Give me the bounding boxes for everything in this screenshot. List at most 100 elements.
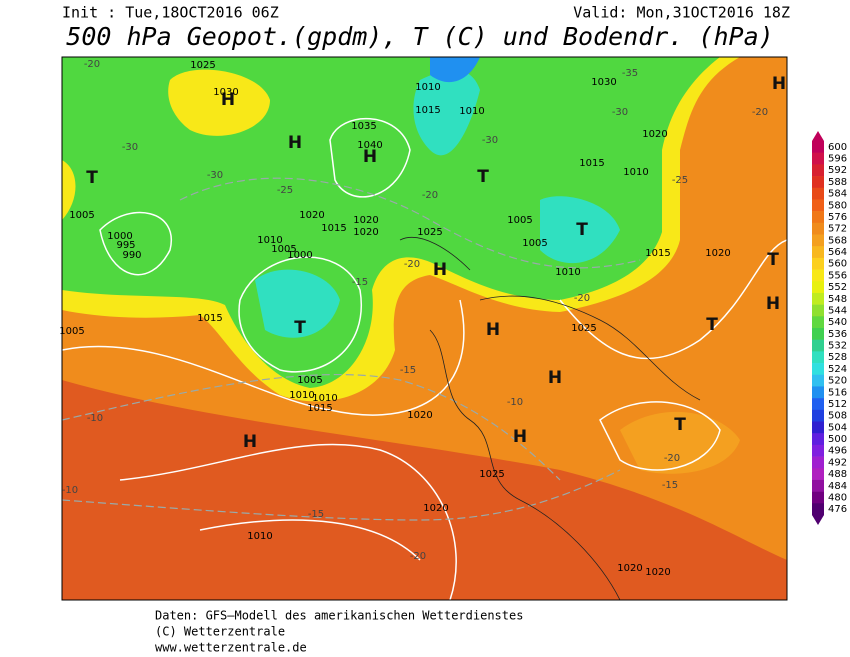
colorbar-swatch	[812, 164, 824, 177]
isobar-label: 1005	[271, 244, 296, 255]
colorbar-label: 508	[828, 411, 847, 422]
isobar-label: 990	[122, 250, 141, 261]
colorbar-swatch	[812, 363, 824, 376]
isobar-label: 1015	[321, 223, 346, 234]
warm-region	[62, 380, 787, 600]
colorbar-swatch	[812, 351, 824, 364]
pressure-center: T	[477, 167, 489, 187]
isobar-label: 1015	[645, 248, 670, 259]
isotherm-label: -20	[752, 107, 768, 118]
isotherm-label: -15	[662, 480, 678, 491]
isobar-label: 1040	[357, 140, 382, 151]
isotherm-label: -20	[422, 190, 438, 201]
coastlines	[399, 236, 701, 600]
map-title: 500 hPa Geopot.(gpdm), T (C) und Bodendr…	[66, 22, 773, 51]
isobar-label: 1015	[197, 313, 222, 324]
pressure-center: H	[288, 133, 302, 153]
isobar-label: 1000	[107, 231, 132, 242]
colorbar-swatch	[812, 281, 824, 294]
colorbar-swatch	[812, 468, 824, 481]
colorbar-label: 520	[828, 376, 847, 387]
pressure-center: T	[86, 168, 98, 188]
isobar-label: 1005	[522, 238, 547, 249]
isobar-label: 1030	[213, 87, 238, 98]
colorbar-swatch	[812, 199, 824, 212]
colorbar-swatch	[812, 141, 824, 153]
colorbar-label: 540	[828, 317, 847, 328]
isotherm-label: -15	[308, 509, 324, 520]
colorbar-swatch	[812, 222, 824, 235]
isotherm-label: -20	[404, 259, 420, 270]
pressure-center: T	[576, 220, 588, 240]
footer-text: www.wetterzentrale.de	[155, 641, 307, 655]
pressure-center: H	[433, 260, 447, 280]
colorbar-label: 564	[828, 247, 847, 258]
colorbar-swatch	[812, 187, 824, 200]
colorbar-swatch	[812, 316, 824, 329]
isobar-label: 1025	[479, 469, 504, 480]
isobar-label: 1005	[297, 375, 322, 386]
colorbar-label: 556	[828, 270, 847, 281]
isotherm-label: -30	[122, 142, 138, 153]
colorbar-label: 588	[828, 177, 847, 188]
pressure-center: H	[243, 432, 257, 452]
pressure-center: T	[706, 315, 718, 335]
isobar-label: 1010	[247, 531, 272, 542]
cold-core	[255, 70, 620, 338]
isotherm-label: -15	[352, 277, 368, 288]
colorbar-label: 524	[828, 364, 847, 375]
isotherm-label: -30	[482, 135, 498, 146]
isobar-label: 1005	[507, 215, 532, 226]
isotherm-label: -15	[400, 365, 416, 376]
colorbar-swatch	[812, 211, 824, 224]
colorbar-label: 484	[828, 481, 847, 492]
colorbar-label: 500	[828, 434, 847, 445]
colorbar-swatch	[812, 491, 824, 504]
colorbar-label: 504	[828, 422, 847, 433]
isobar-label: 1010	[555, 267, 580, 278]
pressure-center: T	[767, 250, 779, 270]
pressure-center: H	[221, 90, 235, 110]
init-time: Init : Tue,18OCT2016 06Z	[62, 4, 279, 22]
colorbar-swatch	[812, 176, 824, 189]
colorbar-swatch	[812, 292, 824, 305]
colorbar-swatch	[812, 246, 824, 259]
warm-region	[620, 411, 740, 474]
isobar-label: 1025	[417, 227, 442, 238]
isotherm-label: -30	[207, 170, 223, 181]
colorbar-label: 548	[828, 294, 847, 305]
pressure-center: H	[548, 368, 562, 388]
isotherms	[62, 177, 641, 521]
colorbar-label: 528	[828, 352, 847, 363]
pressure-center: H	[772, 74, 786, 94]
isobar-label: 1020	[645, 567, 670, 578]
isobar-label: 1020	[423, 503, 448, 514]
colorbar-label: 600	[828, 142, 847, 153]
colorbar-swatch	[812, 328, 824, 340]
pressure-center: H	[486, 320, 500, 340]
isobar-label: 1010	[459, 106, 484, 117]
isobar-label: 1015	[307, 403, 332, 414]
colorbar-swatch	[812, 234, 824, 247]
colorbar-swatch	[812, 152, 824, 165]
isobar-label: 1025	[190, 60, 215, 71]
colorbar-swatch	[812, 409, 824, 422]
footer-text: Daten: GFS–Modell des amerikanischen Wet…	[155, 609, 523, 623]
colorbar-label: 560	[828, 259, 847, 270]
isotherm-label: -20	[84, 59, 100, 70]
isotherm-label: -10	[507, 397, 523, 408]
colorbar-swatch	[812, 269, 824, 282]
colorbar: 6005965925885845805765725685645605565525…	[812, 131, 847, 525]
isobar-label: 1020	[299, 210, 324, 221]
colorbar-swatch	[812, 374, 824, 387]
cold-region	[62, 57, 720, 388]
colorbar-label: 536	[828, 329, 847, 340]
isobar-label: 1020	[617, 563, 642, 574]
colorbar-label: 568	[828, 235, 847, 246]
map	[61, 56, 788, 601]
footer-text: (C) Wetterzentrale	[155, 625, 285, 639]
pressure-center: H	[363, 147, 377, 167]
valid-time: Valid: Mon,31OCT2016 18Z	[573, 4, 790, 22]
isobar-label: 1025	[571, 323, 596, 334]
